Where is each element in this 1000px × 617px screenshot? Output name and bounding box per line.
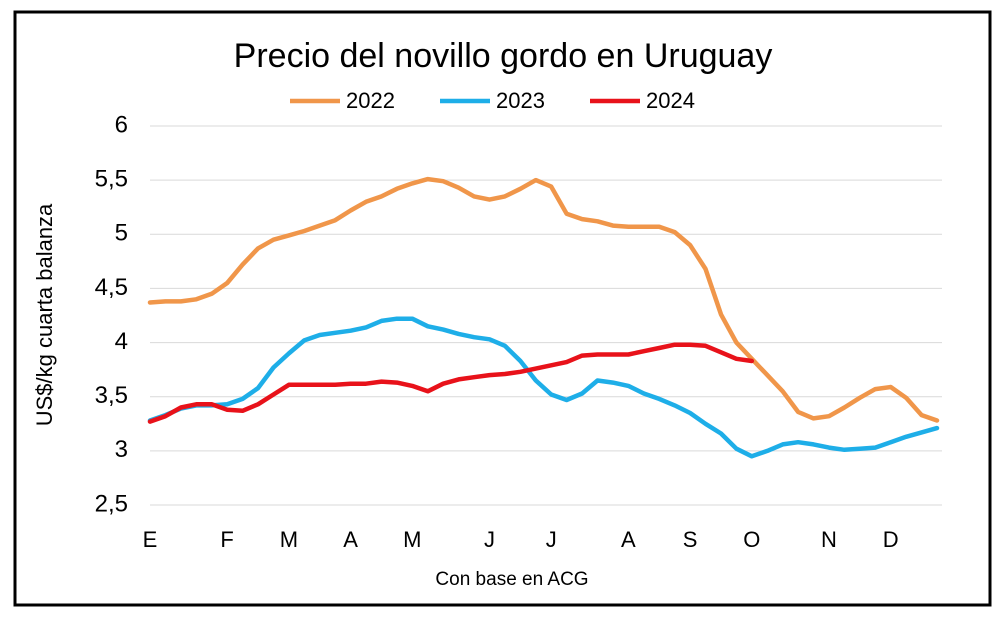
series-line [147,316,940,459]
y-tick-label: 5,5 [95,165,128,192]
y-tick-label: 3 [115,436,128,463]
series-line [147,176,940,423]
y-tick-label: 4,5 [95,274,128,301]
x-tick-label: A [621,527,636,552]
x-tick-label: S [683,527,698,552]
y-tick-label: 4 [115,328,128,355]
x-tick-label: J [484,527,495,552]
y-tick-label: 5 [115,220,128,247]
chart-title: Precio del novillo gordo en Uruguay [234,37,773,75]
x-tick-label: D [883,527,899,552]
frame [13,10,992,607]
y-axis-title: US$/kg cuarta balanza [32,203,57,426]
y-tick-label: 6 [115,111,128,138]
x-tick-label: A [343,527,358,552]
x-tick-label: J [546,527,557,552]
y-tick-label: 2,5 [95,490,128,517]
x-tick-label: F [220,527,233,552]
x-tick-label: M [280,527,298,552]
legend-label: 2022 [346,88,395,113]
legend-label: 2024 [646,88,695,113]
x-axis-title: Con base en ACG [435,569,588,590]
x-tick-label: E [143,527,158,552]
series-line [147,342,755,424]
x-tick-label: N [821,527,837,552]
x-tick-label: M [403,527,421,552]
legend-label: 2023 [496,88,545,113]
x-tick-label: O [743,527,760,552]
y-tick-label: 3,5 [95,382,128,409]
